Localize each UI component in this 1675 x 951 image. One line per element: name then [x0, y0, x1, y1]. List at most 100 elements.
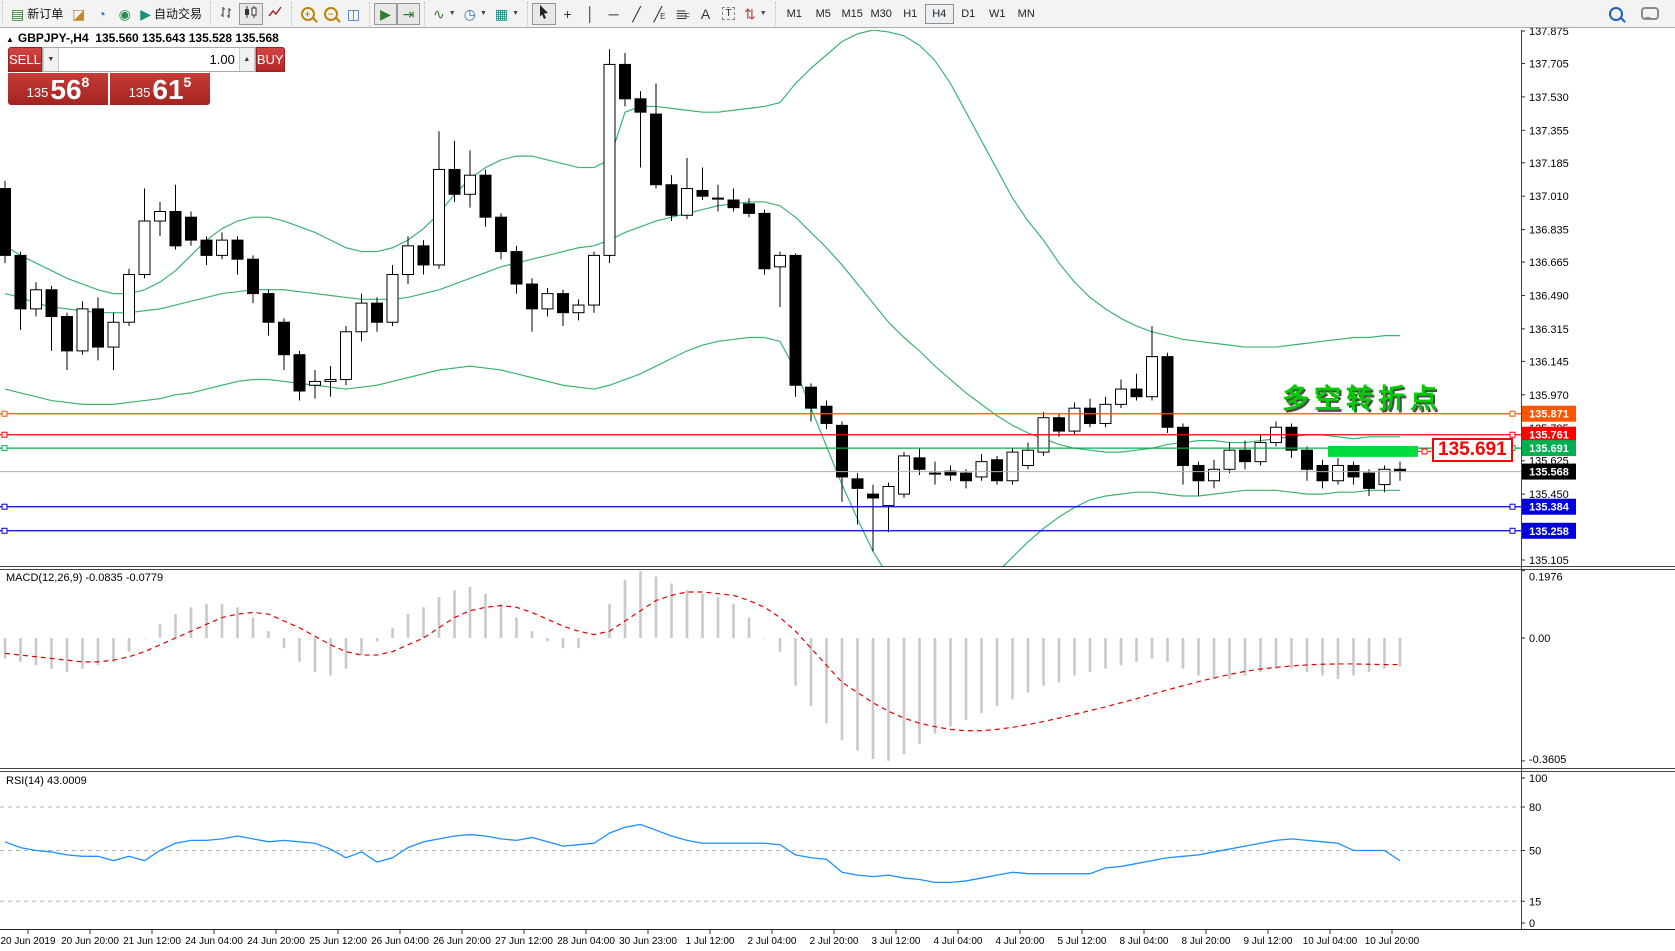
time-axis-label: 2 Jul 04:00: [748, 936, 797, 947]
time-axis-label: 4 Jul 20:00: [996, 936, 1045, 947]
macd-histogram-bar: [577, 638, 580, 649]
macd-histogram-bar: [1150, 638, 1154, 659]
timeframe-mn-button[interactable]: MN: [1012, 4, 1041, 24]
timeframe-h1-button[interactable]: H1: [896, 4, 925, 24]
market-watch-button[interactable]: ◔: [90, 3, 113, 25]
line-anchor-handle[interactable]: [1, 503, 8, 510]
chat-button[interactable]: [1637, 3, 1663, 25]
price-callout-label[interactable]: 135.691: [1432, 438, 1513, 462]
timeframe-d1-button[interactable]: D1: [954, 4, 983, 24]
highlight-zone-box[interactable]: [1328, 445, 1418, 457]
timeframe-h4-button[interactable]: H4: [924, 3, 954, 24]
tile-windows-button[interactable]: ◫: [342, 3, 365, 25]
zoom-in-button[interactable]: +: [296, 3, 319, 25]
chart-window-button[interactable]: ◪: [67, 3, 90, 25]
search-button[interactable]: [1604, 3, 1627, 25]
text-button[interactable]: A: [694, 3, 717, 25]
cursor-button[interactable]: [532, 2, 557, 25]
macd-histogram-bar: [1166, 638, 1169, 662]
timeframe-m1-button[interactable]: M1: [780, 4, 809, 24]
price-level-badge: [1522, 522, 1576, 539]
candlestick-button[interactable]: [239, 2, 264, 25]
macd-histogram-bar: [34, 638, 38, 666]
price-level-badge-text: 135.568: [1529, 467, 1569, 479]
trendline-button[interactable]: ╱: [625, 3, 648, 25]
line-chart-button[interactable]: [263, 3, 287, 25]
arrows-button[interactable]: ⇅ ▼: [740, 3, 771, 25]
line-anchor-handle[interactable]: [1509, 503, 1516, 510]
hline-icon: ─: [608, 5, 619, 22]
line-anchor-handle[interactable]: [1, 410, 8, 417]
macd-histogram-bar: [406, 614, 410, 638]
fibonacci-button[interactable]: ≣F: [671, 3, 694, 25]
line-anchor-handle[interactable]: [1509, 527, 1516, 534]
indicators-button[interactable]: ∿ ▼: [429, 3, 460, 25]
timeframe-w1-button[interactable]: W1: [983, 4, 1012, 24]
macd-histogram-bar: [809, 638, 813, 707]
macd-histogram-bar: [1336, 638, 1340, 679]
sell-button[interactable]: SELL: [8, 47, 42, 72]
macd-histogram-bar: [763, 638, 766, 639]
navigator-button[interactable]: ◉: [113, 3, 136, 25]
toolbar-button-label: 新订单: [27, 7, 64, 21]
bear-candle: [634, 98, 647, 113]
label-button[interactable]: T: [717, 3, 740, 25]
line-anchor-handle[interactable]: [1509, 431, 1516, 438]
hline-button[interactable]: ─: [602, 3, 625, 25]
collapse-arrow-icon[interactable]: ▲: [6, 35, 14, 44]
bull-candle: [433, 168, 445, 266]
line-anchor-handle[interactable]: [1, 431, 8, 438]
autotrade-button[interactable]: ▶ 自动交易: [136, 3, 206, 25]
volume-decrease-button[interactable]: ▼: [42, 48, 59, 71]
buy-button[interactable]: BUY: [255, 47, 285, 72]
bear-candle: [14, 254, 27, 310]
line-anchor-handle[interactable]: [1, 445, 8, 452]
bear-candle: [665, 184, 678, 216]
timeframe-m30-button[interactable]: M30: [867, 4, 896, 24]
channel-button[interactable]: ╱E: [648, 3, 671, 25]
chart-text-annotation[interactable]: 多空转折点: [1282, 384, 1442, 414]
bear-candle: [61, 316, 73, 352]
autotrade-icon: ▶: [140, 5, 152, 22]
periods-button[interactable]: ◷ ▼: [460, 3, 491, 25]
bear-candle: [417, 245, 430, 266]
bear-candle: [45, 289, 58, 318]
crosshair-button[interactable]: +: [556, 3, 579, 25]
bear-candle: [820, 405, 833, 424]
macd-histogram-bar: [360, 638, 363, 656]
time-axis-label: 4 Jul 04:00: [934, 936, 983, 947]
auto-scroll-button[interactable]: ▶: [374, 2, 398, 25]
buy-price-big-figure: 135: [128, 85, 151, 100]
templates-button[interactable]: ▦ ▼: [491, 3, 523, 25]
timeframe-m5-button[interactable]: M5: [809, 4, 838, 24]
bull-candle: [1068, 407, 1081, 432]
bear-candle: [991, 459, 1003, 482]
chart-shift-button[interactable]: ⇥: [397, 2, 421, 25]
volume-increase-button[interactable]: ▲: [238, 48, 255, 71]
bar-chart-button[interactable]: [215, 3, 239, 25]
macd-histogram-bar: [1290, 638, 1293, 669]
bear-candle: [1316, 464, 1329, 482]
macd-histogram-bar: [127, 638, 131, 652]
sell-price-pips: 56: [50, 74, 82, 105]
macd-histogram-bar: [236, 607, 239, 638]
macd-histogram-bar: [267, 631, 270, 638]
zoom-out-button[interactable]: −: [319, 3, 342, 25]
buy-price[interactable]: 135 61 5: [110, 73, 210, 105]
macd-histogram-bar: [205, 603, 208, 638]
one-click-trading-panel: SELL ▼ ▲ BUY 135 56 8 135 61 5: [8, 47, 285, 105]
volume-input[interactable]: [58, 48, 239, 71]
rsi-line: [4, 823, 1401, 884]
sell-price[interactable]: 135 56 8: [8, 73, 108, 105]
macd-axis-label: 0.00: [1529, 633, 1550, 645]
vline-button[interactable]: │: [579, 3, 602, 25]
macd-histogram-bar: [3, 638, 7, 659]
line-anchor-handle[interactable]: [1, 527, 8, 534]
indicators-icon: ∿: [433, 5, 445, 22]
timeframe-m15-button[interactable]: M15: [838, 4, 867, 24]
time-axis-label: 3 Jul 12:00: [872, 936, 921, 947]
bear-candle: [727, 199, 740, 209]
arrows-icon: ⇅: [744, 5, 756, 22]
new-order-button[interactable]: ▤ 新订单: [7, 3, 67, 25]
line-anchor-handle[interactable]: [1509, 410, 1516, 417]
